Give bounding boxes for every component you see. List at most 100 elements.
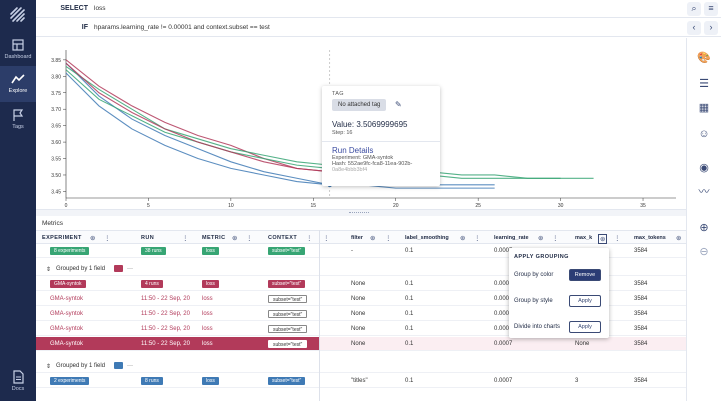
group-icon[interactable]: ⊛: [370, 235, 376, 242]
col-label-smoothing[interactable]: label_smoothing: [405, 235, 449, 241]
next-button[interactable]: ›: [704, 21, 718, 35]
series-line: [65, 69, 561, 179]
select-keyword: SELECT: [60, 5, 88, 12]
nav-label: Docs: [11, 386, 25, 392]
run-cell[interactable]: 11:50 - 22 Sep, 20: [141, 326, 190, 332]
run-cell[interactable]: 11:50 - 22 Sep, 20: [141, 311, 190, 317]
edit-pencil-icon[interactable]: ✎: [395, 100, 402, 109]
tooltip-hash: Hash: 552ae9fc-fca8-11ea-902b-: [332, 161, 413, 167]
experiments-count-badge: 8 experiments: [50, 246, 90, 255]
tooltip-value: Value: 3.5069999695: [332, 120, 408, 129]
table-row[interactable]: GMA-syntok 11:50 - 22 Sep, 20 loss subse…: [36, 322, 686, 336]
col-menu-icon[interactable]: ⋮: [246, 235, 253, 242]
group-header[interactable]: ⇕ Grouped by 1 field ···: [36, 359, 686, 373]
table-row[interactable]: GMA-syntok 11:50 - 22 Sep, 20 loss subse…: [36, 307, 686, 321]
zoom-in-button[interactable]: ⊕: [696, 220, 712, 236]
table-row[interactable]: 8 experiments 38 runs loss subset="test"…: [36, 244, 686, 258]
metric-badge: loss: [202, 246, 219, 255]
apply-style-grouping-button[interactable]: Apply: [569, 295, 601, 307]
y-tick-label: 3.50: [51, 173, 61, 179]
table-row[interactable]: GMA-syntok 4 runs loss subset="test" Non…: [36, 277, 686, 291]
nav-item-explore[interactable]: Explore: [0, 66, 36, 102]
y-tick-label: 3.55: [51, 157, 61, 163]
group-icon[interactable]: ⊛: [460, 235, 466, 242]
group-icon[interactable]: ⊛: [90, 235, 96, 242]
expand-chevron-icon[interactable]: ⇕: [46, 364, 52, 370]
table-row-selected[interactable]: GMA-syntok 11:50 - 22 Sep, 20 loss subse…: [36, 337, 319, 351]
outlier-button[interactable]: ◉: [696, 160, 712, 176]
col-menu-icon[interactable]: ⋮: [614, 235, 621, 242]
group-icon[interactable]: ⊛: [538, 235, 544, 242]
face-button[interactable]: ☺: [696, 126, 712, 142]
stripes-button[interactable]: ☰: [696, 76, 712, 92]
group-header[interactable]: ⇕ Grouped by 1 field ···: [36, 262, 686, 276]
if-input[interactable]: hparams.learning_rate != 0.00001 and con…: [94, 24, 270, 31]
expand-chevron-icon[interactable]: ⇕: [46, 267, 52, 273]
col-run[interactable]: RUN: [141, 235, 155, 241]
col-menu-icon[interactable]: ⋮: [323, 235, 330, 242]
popup-title: APPLY GROUPING: [514, 254, 569, 260]
run-cell[interactable]: 11:50 - 22 Sep, 20: [141, 341, 190, 347]
apply-divide-charts-button[interactable]: Apply: [569, 321, 601, 333]
search-button[interactable]: ⌕: [687, 2, 701, 16]
remove-color-grouping-button[interactable]: Remove: [569, 269, 601, 281]
table-row-selected-values[interactable]: None 0.1 0.0007 None 3584: [319, 337, 686, 351]
more-icon[interactable]: ···: [127, 363, 133, 369]
col-experiment[interactable]: EXPERIMENT: [42, 235, 82, 241]
zoom-out-button[interactable]: ⊖: [696, 244, 712, 260]
menu-button[interactable]: ≡: [704, 2, 718, 16]
if-keyword: IF: [81, 24, 88, 31]
table-row[interactable]: GMA-syntok 11:50 - 22 Sep, 20 loss subse…: [36, 292, 686, 306]
max-tokens-cell: 3584: [634, 248, 648, 254]
nav-item-dashboard[interactable]: Dashboard: [0, 32, 36, 68]
y-tick-label: 3.80: [51, 74, 61, 80]
col-menu-icon[interactable]: ⋮: [104, 235, 111, 242]
col-filter[interactable]: filter: [351, 235, 363, 241]
max-tokens-cell: 3584: [634, 311, 648, 317]
select-input[interactable]: loss: [94, 5, 106, 12]
x-tick-label: 0: [65, 203, 68, 209]
group-icon[interactable]: ⊛: [232, 235, 238, 242]
x-tick-label: 10: [228, 203, 234, 209]
col-menu-icon[interactable]: ⋮: [182, 235, 189, 242]
col-context[interactable]: CONTEXT: [268, 235, 298, 241]
learning-rate-cell: 0.0007: [494, 378, 513, 384]
metric-badge: loss: [202, 376, 219, 385]
grid-button[interactable]: ▦: [696, 100, 712, 116]
context-badge: subset="test": [268, 339, 308, 348]
run-details-link[interactable]: Run Details: [332, 146, 374, 155]
group-label: Grouped by 1 field: [56, 363, 106, 369]
panel-resize-handle[interactable]: [36, 210, 686, 216]
tag-value[interactable]: No attached tag: [332, 99, 387, 111]
divide-into-charts-label: Divide into charts: [514, 324, 561, 330]
nav-item-tags[interactable]: Tags: [0, 102, 36, 138]
group-icon-active[interactable]: ⊛: [598, 234, 608, 244]
face-icon: ☺: [698, 128, 710, 140]
col-menu-icon[interactable]: ⋮: [474, 235, 481, 242]
nav-item-docs[interactable]: Docs: [0, 364, 36, 400]
menu-icon: ≡: [708, 3, 714, 13]
smoothing-button[interactable]: 〰: [696, 184, 712, 200]
run-cell[interactable]: 11:50 - 22 Sep, 20: [141, 296, 190, 302]
target-icon: ◉: [699, 162, 709, 174]
fixed-columns-divider: [319, 230, 320, 401]
experiments-count-badge: 2 experiments: [50, 376, 90, 385]
metric-cell: loss: [202, 296, 213, 302]
col-learning-rate[interactable]: learning_rate: [494, 235, 529, 241]
col-menu-icon[interactable]: ⋮: [306, 235, 313, 242]
prev-button[interactable]: ‹: [687, 21, 701, 35]
table-header: EXPERIMENT ⊛ ⋮ RUN ⋮ METRIC ⊛ ⋮ CONTEXT …: [36, 230, 686, 244]
runs-count-badge: 38 runs: [141, 246, 166, 255]
col-metric[interactable]: METRIC: [202, 235, 226, 241]
col-menu-icon[interactable]: ⋮: [552, 235, 559, 242]
max-k-cell: None: [575, 341, 590, 347]
palette-button[interactable]: 🎨: [696, 50, 712, 66]
col-max-k[interactable]: max_k: [575, 235, 593, 241]
col-max-tokens[interactable]: max_tokens: [634, 235, 666, 241]
more-icon[interactable]: ···: [127, 266, 133, 272]
group-icon[interactable]: ⊛: [676, 235, 682, 242]
group-by-style-label: Group by style: [514, 298, 553, 304]
aim-logo-icon[interactable]: [9, 6, 27, 24]
col-menu-icon[interactable]: ⋮: [385, 235, 392, 242]
table-row[interactable]: 2 experiments 8 runs loss subset="test" …: [36, 374, 686, 388]
